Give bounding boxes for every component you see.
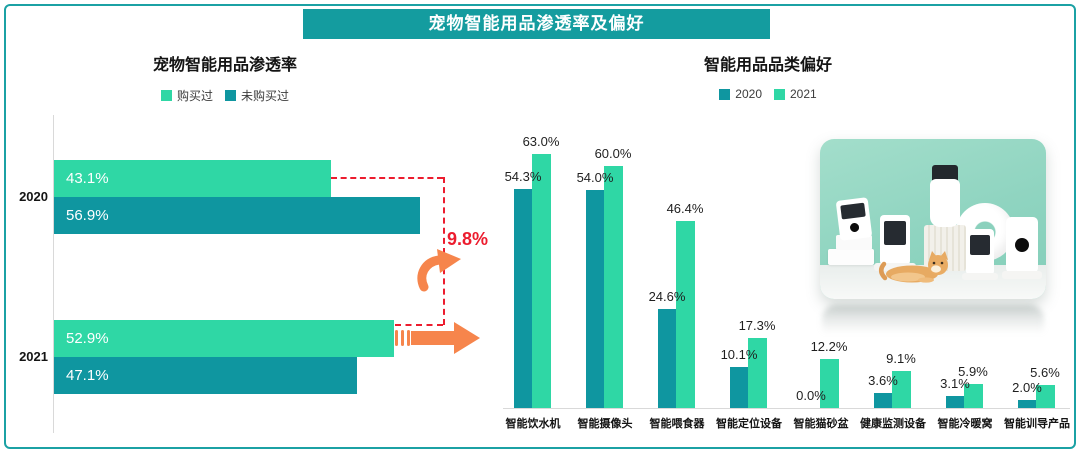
- value-label-2020-4: 10.1%: [720, 347, 758, 362]
- preference-chart-title: 智能用品品类偏好: [703, 57, 832, 74]
- category-label-6: 健康监测设备: [860, 418, 926, 430]
- fountain-cap: [932, 165, 958, 183]
- category-label-8: 智能训导产品: [1004, 418, 1070, 430]
- legend-swatch-teal-icon: [225, 90, 236, 101]
- photo-reflection: [822, 305, 1044, 341]
- legend-label-2020: 2020: [735, 87, 762, 101]
- value-label-2020-8: 2.0%: [1012, 380, 1042, 395]
- category-label-1: 智能饮水机: [505, 418, 561, 430]
- value-label-2021-8: 5.6%: [1030, 365, 1060, 380]
- cat-illustration: [879, 251, 948, 283]
- bar-2021-3: [676, 221, 695, 408]
- legend-item-purchased: 购买过: [160, 87, 213, 104]
- value-label-2021-3: 46.4%: [666, 201, 704, 216]
- year-label-2020: 2020: [19, 189, 48, 204]
- legend-item-2021: 2021: [774, 87, 817, 101]
- main-title: 宠物智能用品渗透率及偏好: [428, 14, 645, 33]
- bar-2020-4: [730, 367, 749, 408]
- bar-2020-7: [946, 396, 965, 408]
- penetration-legend: 购买过 未购买过: [75, 87, 375, 104]
- dashed-connector-vertical: [443, 177, 445, 325]
- legend-label-purchased: 购买过: [176, 89, 213, 103]
- legend-item-not-purchased: 未购买过: [225, 87, 289, 104]
- value-label-2021-2: 60.0%: [594, 146, 632, 161]
- x-axis-line: [503, 408, 1070, 409]
- feeder-base: [874, 263, 916, 271]
- bar-2020-购买过: 43.1%: [54, 160, 331, 197]
- bar-2021-4: [748, 338, 767, 408]
- dashed-connector-top: [331, 177, 443, 179]
- value-label-2021-1: 63.0%: [522, 134, 560, 149]
- year-label-2021: 2021: [19, 349, 48, 364]
- value-label-2021-5: 12.2%: [810, 339, 848, 354]
- value-label-2021-6: 9.1%: [886, 351, 916, 366]
- frame-border: [4, 4, 1076, 449]
- penetration-chart-title: 宠物智能用品渗透率: [152, 57, 297, 74]
- feeder-screen: [970, 235, 990, 255]
- category-label-7: 智能冷暖窝: [937, 418, 993, 430]
- smart-feeder-device: [880, 215, 910, 265]
- bar-2020-2: [586, 190, 605, 408]
- growth-right-arrow-icon: [395, 322, 480, 354]
- smart-feeder-device: [966, 229, 994, 275]
- bar-2020-3: [658, 309, 677, 408]
- legend-label-2021: 2021: [790, 87, 817, 101]
- value-label-2020-5: 0.0%: [796, 388, 826, 403]
- value-label-2021-4: 17.3%: [738, 318, 776, 333]
- bar-2020-未购买过: 56.9%: [54, 197, 420, 234]
- bar-2021-8: [1036, 385, 1055, 408]
- smart-feeder-device: [1006, 217, 1038, 273]
- bar-2021-购买过: 52.9%: [54, 320, 394, 357]
- dashed-connector-bottom: [395, 324, 443, 326]
- legend-swatch-2020-icon: [719, 88, 731, 100]
- value-label-2020-1: 54.3%: [504, 169, 542, 184]
- value-label-2020-6: 3.6%: [868, 373, 898, 388]
- feeder-screen: [884, 221, 906, 245]
- bar-2021-2: [604, 166, 623, 408]
- water-fountain-device: [930, 179, 960, 227]
- bar-2020-1: [514, 189, 533, 408]
- bar-2021-7: [964, 384, 983, 408]
- category-label-3: 智能喂食器: [649, 418, 705, 430]
- feeder-lens-icon: [1015, 238, 1029, 252]
- bar-2021-6: [892, 371, 911, 408]
- bar-2020-6: [874, 393, 893, 408]
- growth-value-label: 9.8%: [447, 229, 489, 249]
- legend-item-2020: 2020: [719, 87, 762, 101]
- value-label-2021-7: 5.9%: [958, 364, 988, 379]
- feeder-base: [962, 273, 998, 280]
- category-label-4: 智能定位设备: [716, 418, 782, 430]
- main-title-banner: 宠物智能用品渗透率及偏好: [303, 9, 770, 39]
- product-photo: [820, 139, 1046, 299]
- value-label-2020-2: 54.0%: [576, 170, 614, 185]
- legend-swatch-green-icon: [160, 90, 172, 101]
- category-label-5: 智能猫砂盆: [793, 418, 849, 430]
- bar-2021-1: [532, 154, 551, 408]
- value-label-2020-7: 3.1%: [940, 376, 970, 391]
- y-axis-line: [53, 115, 54, 433]
- legend-swatch-2021-icon: [774, 88, 785, 100]
- curved-up-arrow-icon: [417, 249, 461, 292]
- bar-2021-未购买过: 47.1%: [54, 357, 357, 394]
- white-box: [828, 249, 874, 265]
- legend-label-not-purchased: 未购买过: [241, 89, 290, 103]
- value-label-2020-3: 24.6%: [648, 289, 686, 304]
- category-label-2: 智能摄像头: [577, 418, 633, 430]
- feeder-base: [1002, 271, 1042, 279]
- bar-2020-8: [1018, 400, 1037, 408]
- bar-2021-5: [820, 359, 839, 408]
- preference-legend: 2020 2021: [618, 87, 918, 101]
